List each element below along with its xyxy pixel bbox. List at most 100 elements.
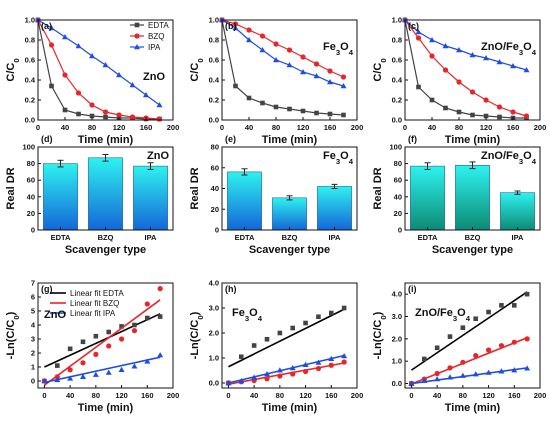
panel-b: Time (min) C/C0 0.0 0.2 0.4 0.6 0.8 1.0 0 40 80 120… [189,16,363,147]
x-tick-label: 120 [297,123,310,132]
panel-h: Time (min) -Ln(C/C0) 0.0 1.0 2.0 3.0 4.0 0 40 80 1… [189,279,363,415]
plot-frame [37,19,174,121]
data-point [429,53,435,59]
x-tick-label: 120 [482,391,495,400]
fit-line [228,308,345,368]
bar-ipa [133,165,168,231]
y-tick-label: 0.4 [209,76,220,85]
y-tick-label: 2.0 [209,329,219,338]
series-bzq [402,17,530,119]
x-tick-label: IPA [329,233,342,242]
y-axis-title: -Ln(C/C0) [189,311,205,359]
x-tick-label: 80 [455,123,463,132]
x-tick-label: 80 [459,391,467,400]
data-point [524,336,530,342]
x-tick-label: 200 [351,123,364,132]
data-point [483,113,489,119]
y-tick-label: 40 [211,184,219,193]
data-point [496,104,503,110]
data-point [300,54,306,60]
legend-marker [134,33,140,39]
y-tick-label: 3.0 [392,312,402,321]
series-line [404,19,527,71]
data-point [238,354,244,360]
data-point [54,374,60,380]
data-point [143,92,149,98]
x-tick-label: BZQ [465,233,481,242]
data-point [511,303,517,308]
x-tick-label: 120 [480,123,493,132]
data-point [41,378,48,384]
panel-g: Time (min) -Ln(C/C0) 0 1 2 3 4 5 6 7 0 40 80 120 160 20… [5,279,179,415]
legend-label: BZQ [148,32,164,41]
data-point [75,43,82,49]
panel-label: (d) [41,134,53,144]
y-tick-label: 0.2 [25,96,35,105]
data-point [89,53,95,59]
data-point [485,347,492,353]
data-point [302,361,309,367]
data-point [116,112,122,118]
y-tick-label: 4.0 [392,290,402,299]
data-point [470,112,475,118]
y-tick-label: 0.4 [25,76,36,85]
series-edta [35,17,162,122]
y-tick-label: 0.6 [25,56,35,65]
y-tick-label: 0.0 [392,379,402,388]
data-point [300,69,306,75]
data-point [341,305,347,311]
series-bzq [225,359,347,386]
data-point [156,116,163,122]
series-bzq [219,17,347,80]
x-axis-title: Scavenger type [249,244,330,256]
fit-line [411,336,528,385]
y-tick-label: 1 [31,363,35,372]
y-axis-title: Real DR [189,167,201,209]
data-point [67,367,73,373]
legend-label: IPA [148,43,161,52]
y-axis-title: Real DR [372,167,384,209]
data-point [246,37,252,43]
data-point [132,322,137,328]
data-point [486,309,491,315]
data-point [313,73,320,79]
data-point [80,339,86,345]
series-edta [219,17,346,118]
plot-frame [404,146,541,231]
data-point [75,90,82,96]
data-point [328,362,334,368]
x-tick-label: 80 [272,123,280,132]
data-point [340,74,347,80]
bar-ipa [317,186,352,231]
x-tick-label: 200 [534,391,547,400]
data-point [327,111,333,117]
panel-label: (a) [41,21,52,31]
y-axis-title: Real DR [5,167,17,209]
x-tick-label: 160 [141,391,154,400]
data-point [497,114,502,120]
data-point [259,33,266,39]
series-line [37,19,160,106]
x-tick-label: 40 [245,123,253,132]
data-point [421,356,427,362]
data-point [510,63,516,69]
legend-label: Linear fit EDTA [70,289,124,298]
data-point [327,79,333,85]
x-tick-label: 200 [167,391,180,400]
data-point [119,324,124,329]
data-point [76,111,81,117]
data-point [459,372,466,378]
x-tick-label: 160 [140,123,153,132]
data-point [456,47,462,53]
panel-label: (g) [41,284,53,294]
series-ipa [35,17,163,108]
x-axis-title: Time (min) [445,402,501,414]
panel-title: Fe3O4 [323,150,354,166]
data-point [300,108,306,114]
data-point [523,67,530,73]
panel-label: (e) [225,134,236,144]
series-ipa [408,365,531,386]
data-point [131,363,138,369]
data-point [273,41,279,47]
data-point [233,83,238,89]
